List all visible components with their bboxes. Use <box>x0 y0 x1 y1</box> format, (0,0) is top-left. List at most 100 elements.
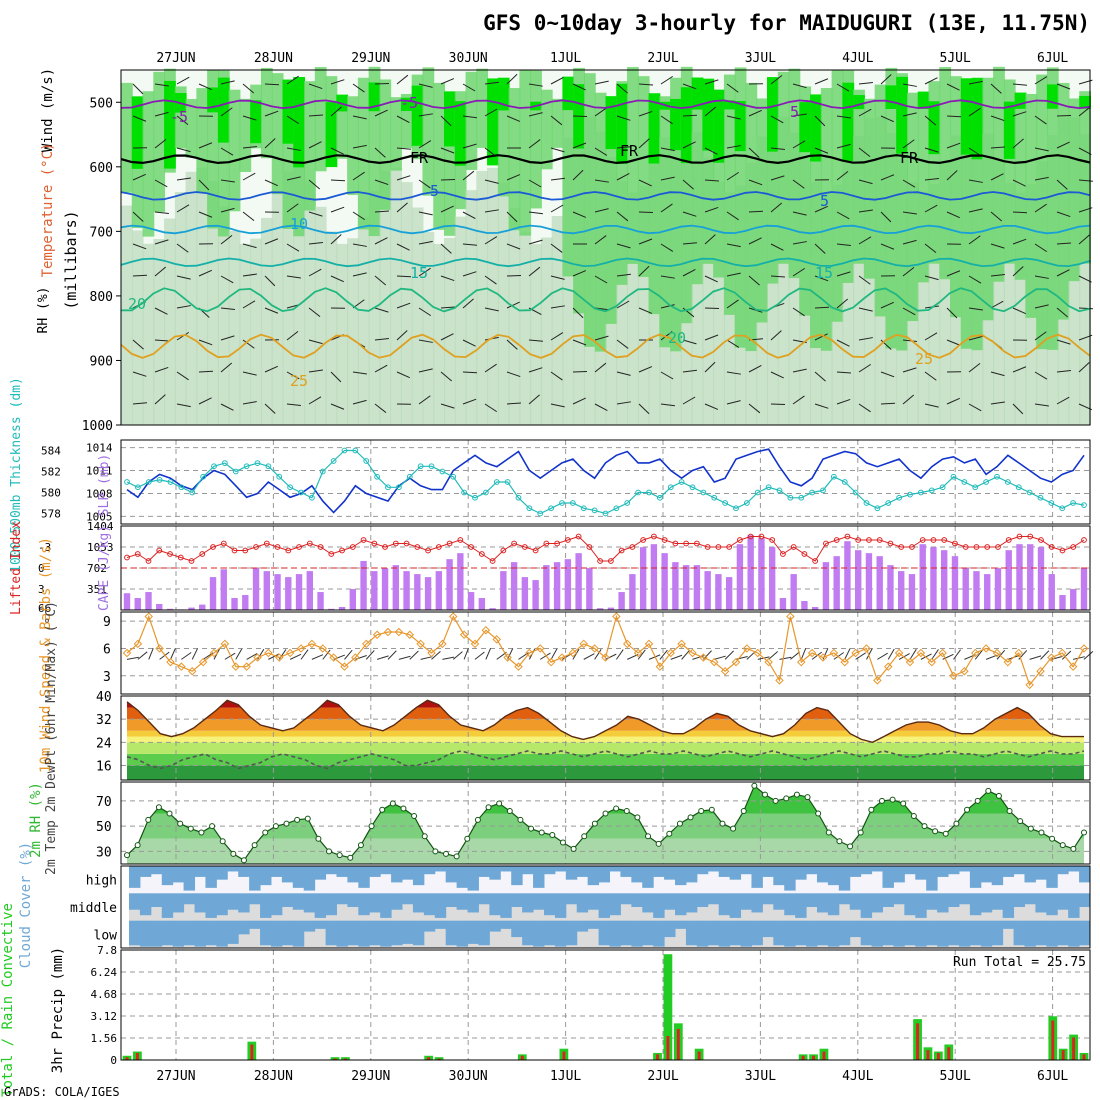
cape-bar <box>1070 589 1077 610</box>
wind-barb <box>748 109 762 117</box>
wind-barb <box>242 243 257 249</box>
cape-bar <box>166 608 174 610</box>
lifted-index-point <box>575 533 582 540</box>
wind-barb <box>176 177 191 181</box>
wind-barb <box>1056 83 1071 90</box>
lifted-index-point <box>349 544 356 550</box>
wind-barb <box>484 275 497 285</box>
wind-barb <box>792 211 807 216</box>
wind-barb <box>308 339 323 345</box>
wind-speed-point <box>818 653 828 662</box>
wind-barb <box>1056 141 1070 149</box>
wind-barb <box>990 243 1005 249</box>
wind-barb <box>990 401 1005 405</box>
rh-frame <box>120 781 1091 865</box>
precip-tick-label: 3.12 <box>91 1010 118 1023</box>
wind-tick-label: 3 <box>103 670 111 685</box>
lifted-index-point <box>1081 537 1087 543</box>
temp-frame <box>120 695 1091 781</box>
wind-barb-10m <box>322 649 331 660</box>
cloud-bar <box>194 920 206 947</box>
rh-shade-mid <box>616 81 629 285</box>
rh-point <box>570 845 577 852</box>
thickness-point <box>308 494 315 501</box>
wind-barb <box>946 339 961 346</box>
rh-point <box>1038 829 1045 836</box>
lifted-index-point <box>726 544 733 550</box>
wind-tick-label: 6 <box>103 642 111 657</box>
lifted-index-point <box>403 540 410 547</box>
thickness-point <box>602 510 609 517</box>
rh-shade-mid <box>239 98 252 172</box>
precip-convective-bar <box>822 1051 826 1060</box>
wind-barb <box>1078 106 1091 117</box>
lifted-index-point <box>672 540 679 547</box>
cape-bar <box>317 592 324 610</box>
wind-barb <box>1078 362 1090 373</box>
rh-shade-bright <box>411 85 424 146</box>
cloud-bar <box>948 920 960 946</box>
wind-barb <box>616 300 630 309</box>
cape-bar <box>553 562 561 610</box>
cape-bar <box>790 574 797 610</box>
wind-barb <box>198 269 212 277</box>
precip-convective-bar <box>437 1058 441 1060</box>
wind-barb <box>308 396 322 405</box>
precip-tick-label: 0 <box>110 1054 117 1067</box>
rh-shade-bright <box>444 91 456 147</box>
wind-barb <box>968 208 983 213</box>
rh-shade-bright <box>648 93 661 164</box>
wind-barb <box>836 143 851 149</box>
rh-shade-mid <box>691 79 704 285</box>
wind-barb <box>726 83 739 93</box>
cloud-bar <box>609 920 621 947</box>
wind-barb <box>1078 234 1090 245</box>
cloud-bar <box>991 920 1004 946</box>
wind-barb <box>550 275 565 280</box>
cloud-bar <box>664 893 676 910</box>
cloud-bar <box>991 866 1004 886</box>
contour-label: 5 <box>790 103 799 121</box>
cloud-bar <box>882 893 894 907</box>
wind-speed-point <box>242 662 251 671</box>
temp-line <box>126 699 1084 744</box>
wind-speed-point <box>1079 644 1089 653</box>
rh-point <box>1006 808 1013 815</box>
wind-barb-10m <box>148 648 154 660</box>
cloud-bar <box>653 920 665 947</box>
lifted-index-point <box>661 537 668 543</box>
rh-tick-label: 50 <box>96 820 112 835</box>
wind-barb-10m <box>670 654 683 660</box>
rh-shade-light <box>336 243 349 425</box>
cloud-bar <box>249 893 261 905</box>
wind-barb <box>594 275 608 284</box>
cloud-bar <box>795 893 807 918</box>
y-axis-label-lifted: Lifted Index <box>9 521 24 615</box>
cape-bar <box>887 565 894 610</box>
cloud-bar <box>543 866 556 875</box>
cloud-bar <box>150 920 163 947</box>
thickness-point <box>559 500 565 506</box>
wind-barb-10m <box>877 652 888 660</box>
contour-label: 5 <box>430 182 439 200</box>
cape-bar <box>532 580 539 610</box>
wind-barb <box>198 179 210 191</box>
wind-barb <box>616 172 630 181</box>
x-tick-label-top: 4JUL <box>842 51 873 66</box>
wind-barb <box>374 307 389 313</box>
rh-point <box>804 794 811 801</box>
cloud-bar <box>598 920 610 946</box>
cloud-bar <box>751 866 763 888</box>
wind-barb <box>330 403 345 410</box>
thickness-point <box>961 479 968 485</box>
wind-barb-10m <box>137 651 148 660</box>
cloud-bar <box>882 920 894 946</box>
wind-barb <box>550 147 565 153</box>
wind-barb-10m <box>692 655 705 660</box>
rh-point <box>666 830 673 837</box>
cape-bar <box>263 571 270 610</box>
wind-barb <box>572 270 587 277</box>
rh-shade-mid <box>906 92 919 322</box>
wind-barb-10m <box>539 652 551 660</box>
wind-barb <box>506 115 521 122</box>
